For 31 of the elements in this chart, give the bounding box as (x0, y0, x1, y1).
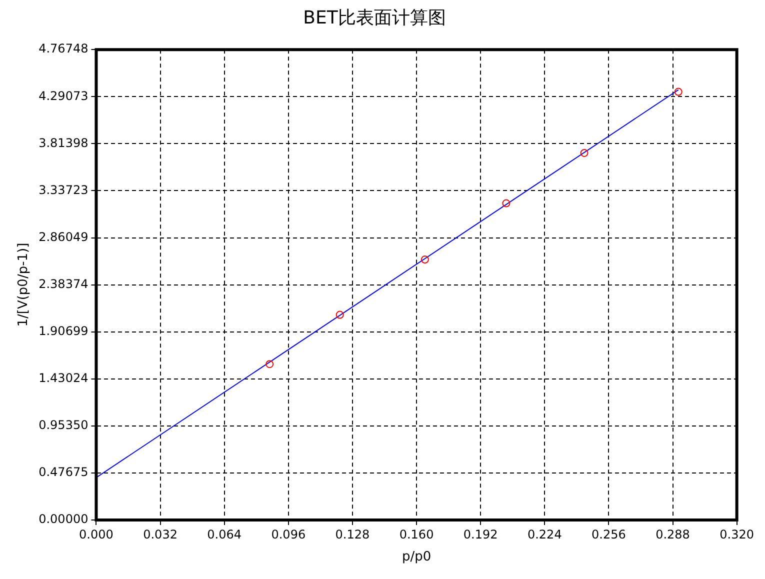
y-tick-label: 4.76748 (38, 42, 88, 56)
x-tick-label: 0.128 (335, 527, 370, 542)
x-tick-label: 0.224 (527, 527, 562, 542)
point (420, 256, 429, 264)
x-axis-title: p/p0 (402, 550, 432, 565)
x-tick-label: 0.032 (143, 527, 178, 542)
y-tick-label: 3.33723 (38, 182, 88, 197)
x-tick-label: 0.288 (656, 527, 690, 542)
x-tick-label: 0.320 (720, 527, 754, 542)
y-tick-label: 0.95350 (38, 418, 88, 432)
chart-title: BET比表面计算图 (303, 7, 446, 28)
y-tick-label: 1.43024 (38, 371, 88, 386)
y-tick-label: 0.47675 (38, 465, 88, 480)
y-tick-label: 4.29073 (38, 88, 88, 103)
y-tick-label: 0.00000 (38, 512, 88, 526)
point (674, 88, 682, 96)
x-tick-label: 0.064 (207, 527, 242, 542)
x-tick-label: 0.160 (399, 527, 434, 542)
point (336, 310, 344, 319)
y-tick-label: 3.81398 (38, 136, 88, 150)
x-tick-label: 0.256 (592, 527, 626, 542)
point (502, 199, 510, 208)
point (266, 360, 274, 368)
x-tick-label: 0.192 (463, 527, 498, 542)
point (580, 148, 588, 157)
x-tick-label: 0.096 (271, 527, 306, 542)
y-tick-label: 2.38374 (38, 276, 88, 291)
y-axis-title: 1/[V(p0/p-1)] (16, 242, 32, 327)
x-tick-label: 0.000 (79, 527, 114, 542)
y-tick-label: 1.90699 (38, 324, 88, 338)
y-tick-label: 2.86049 (38, 230, 88, 244)
